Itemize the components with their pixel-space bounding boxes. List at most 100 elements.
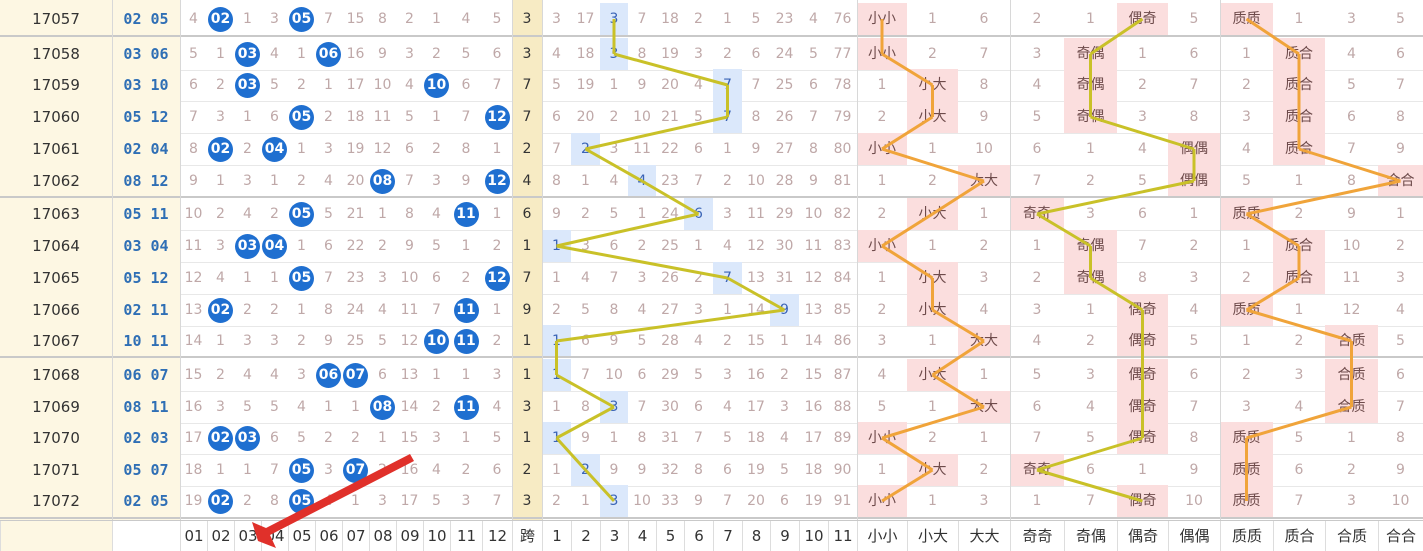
issue-number: 17060: [0, 101, 112, 133]
span-omission: 11: [747, 206, 765, 222]
parity-hit-cell: 奇偶: [1064, 101, 1117, 133]
omission-value: 2: [351, 430, 360, 446]
column-header: 质质: [1220, 521, 1273, 551]
number-ball-cell: 06: [315, 359, 342, 391]
number-ball-cell: 11: [450, 198, 482, 230]
span-omission: 4: [723, 399, 732, 415]
size-omission: 1: [928, 493, 937, 509]
issue-number: 17071: [0, 454, 112, 486]
parity-hit-cell: 奇偶: [1064, 38, 1117, 70]
span-value: 3: [512, 3, 542, 35]
omission-value: 15: [184, 367, 203, 383]
omission-value: 2: [297, 173, 306, 189]
winning-numbers: 05 11: [112, 198, 180, 230]
size-omission: 3: [877, 333, 887, 349]
size-omission: 2: [877, 109, 887, 125]
parity-omission: 4: [1138, 141, 1147, 157]
span-omission: 18: [747, 430, 765, 446]
omission-value: 3: [243, 333, 252, 349]
size-omission: 3: [979, 270, 989, 286]
column-header: 6: [684, 521, 713, 551]
span-omission: 7: [609, 270, 619, 286]
omission-value: 7: [270, 462, 279, 478]
prime-omission: 7: [1347, 141, 1356, 157]
size-omission: 2: [928, 173, 937, 189]
span-omission: 6: [609, 238, 619, 254]
omission-value: 25: [346, 333, 365, 349]
span-omission: 9: [751, 141, 761, 157]
omission-value: 6: [378, 367, 387, 383]
prime-omission: 2: [1242, 270, 1251, 286]
number-ball-cell: 11: [450, 391, 482, 423]
span-omission: 6: [780, 493, 789, 509]
parity-omission: 2: [1086, 333, 1095, 349]
omission-value: 2: [432, 46, 441, 62]
group-separator: [0, 517, 1423, 519]
parity-omission: 5: [1032, 367, 1042, 383]
number-ball: 02: [208, 297, 233, 323]
column-header: 偶奇: [1117, 521, 1168, 551]
span-hit-cell: 2: [571, 133, 600, 165]
parity-omission: 1: [1138, 462, 1147, 478]
omission-value: 23: [346, 270, 365, 286]
prime-omission: 2: [1396, 238, 1405, 254]
omission-value: 8: [461, 141, 471, 157]
omission-value: 10: [373, 77, 392, 93]
span-omission: 2: [723, 46, 732, 62]
size-omission: 2: [877, 302, 887, 318]
omission-value: 1: [432, 11, 441, 27]
omission-value: 1: [461, 430, 471, 446]
span-omission: 90: [833, 462, 852, 478]
number-ball: 04: [262, 136, 287, 162]
prime-omission: 3: [1347, 493, 1356, 509]
issue-number: 17061: [0, 133, 112, 165]
span-omission: 6: [581, 333, 590, 349]
span-omission: 9: [637, 77, 647, 93]
span-value: 2: [512, 454, 542, 486]
span-omission: 1: [723, 141, 732, 157]
omission-value: 5: [270, 399, 279, 415]
prime-omission: 7: [1396, 399, 1405, 415]
column-header: 06: [315, 521, 342, 551]
span-omission: 82: [833, 206, 852, 222]
number-ball-cell: 05: [288, 198, 315, 230]
span-omission: 4: [694, 77, 703, 93]
omission-value: 4: [405, 77, 414, 93]
span-hit-cell: 1: [542, 230, 571, 262]
parity-omission: 2: [1032, 270, 1042, 286]
span-value: 7: [512, 262, 542, 294]
span-omission: 16: [804, 399, 823, 415]
number-ball-cell: 10: [423, 325, 450, 357]
size-hit-cell: 小小: [857, 230, 907, 262]
span-omission: 2: [694, 11, 703, 27]
prime-omission: 1: [1396, 206, 1405, 222]
span-omission: 2: [552, 493, 561, 509]
parity-omission: 10: [1185, 493, 1203, 509]
span-omission: 1: [609, 77, 619, 93]
prime-omission: 1: [1294, 11, 1304, 27]
column-header: 12: [482, 521, 512, 551]
span-omission: 31: [775, 270, 794, 286]
number-ball: 05: [289, 265, 314, 291]
column-separator: [1220, 0, 1221, 520]
parity-omission: 7: [1086, 493, 1095, 509]
parity-hit-cell: 偶偶: [1168, 165, 1220, 197]
omission-value: 4: [189, 11, 198, 27]
omission-value: 1: [378, 430, 387, 446]
omission-value: 17: [346, 77, 365, 93]
prime-hit-cell: 质合: [1273, 262, 1325, 294]
column-header: 8: [742, 521, 770, 551]
column-separator: [112, 0, 113, 520]
span-omission: 33: [661, 493, 679, 509]
number-ball-cell: 11: [450, 325, 482, 357]
span-value: 1: [512, 422, 542, 454]
omission-value: 22: [346, 238, 365, 254]
span-omission: 4: [637, 302, 647, 318]
span-omission: 32: [661, 462, 679, 478]
omission-value: 8: [270, 493, 279, 509]
number-ball-cell: 10: [423, 69, 450, 101]
number-ball: 02: [208, 136, 233, 162]
size-omission: 2: [979, 238, 989, 254]
span-omission: 1: [552, 462, 561, 478]
